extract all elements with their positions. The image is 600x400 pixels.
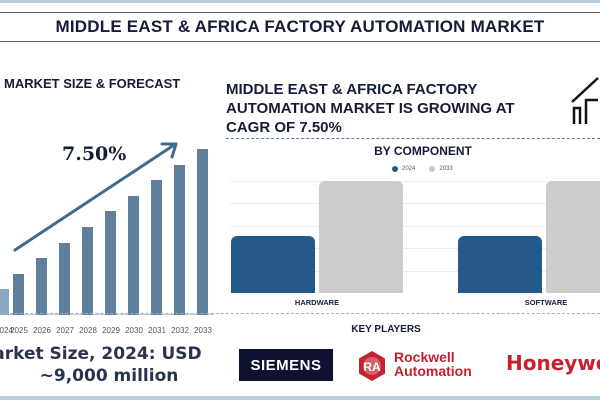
category-label-hardware: HARDWARE bbox=[294, 298, 340, 307]
growth-arrow-icon bbox=[13, 142, 178, 252]
bottom-accent-band bbox=[0, 396, 600, 400]
page-title: MIDDLE EAST & AFRICA FACTORY AUTOMATION … bbox=[55, 17, 545, 36]
divider-dashed bbox=[0, 313, 600, 314]
market-size-line1: Market Size, 2024: USD bbox=[0, 344, 202, 364]
top-accent-band bbox=[0, 0, 600, 3]
bar-2029 bbox=[105, 211, 116, 315]
legend-label: 2033 bbox=[439, 166, 453, 172]
legend-dot-icon bbox=[429, 166, 436, 172]
x-tick: 2024 bbox=[0, 326, 13, 335]
x-tick: 2028 bbox=[79, 326, 97, 335]
bar-hardware-2033 bbox=[319, 181, 403, 293]
gridline bbox=[230, 271, 600, 272]
x-tick: 2026 bbox=[33, 326, 51, 335]
x-tick: 2029 bbox=[102, 326, 120, 335]
market-forecast-chart: 2024 2025 2026 2027 2028 2029 2030 2031 … bbox=[0, 140, 215, 340]
market-size-summary: Market Size, 2024: USD ~9,000 million bbox=[0, 343, 218, 387]
component-chart-title: BY COMPONENT bbox=[374, 144, 472, 158]
legend-label: 2024 bbox=[402, 166, 416, 172]
bar-2028 bbox=[82, 227, 93, 315]
x-tick: 2025 bbox=[10, 326, 28, 335]
rockwell-logo-text: Rockwell Automation bbox=[394, 350, 472, 378]
component-legend: 2024 2033 bbox=[392, 166, 453, 172]
page-title-bar: MIDDLE EAST & AFRICA FACTORY AUTOMATION … bbox=[0, 12, 600, 42]
legend-dot-icon bbox=[392, 166, 398, 172]
siemens-logo-text: SIEMENS bbox=[250, 356, 322, 374]
gridline bbox=[230, 226, 600, 227]
bar-2030 bbox=[128, 196, 139, 315]
house-icon bbox=[571, 77, 599, 124]
key-players-title: KEY PLAYERS bbox=[351, 324, 421, 335]
bar-2027 bbox=[59, 243, 70, 315]
component-bar-chart bbox=[230, 181, 600, 293]
bar-hardware-2024 bbox=[231, 236, 315, 293]
bar-2031 bbox=[151, 180, 162, 315]
legend-item-2033: 2033 bbox=[429, 166, 453, 172]
bar-software-2024 bbox=[458, 236, 542, 293]
gridline bbox=[230, 203, 600, 204]
bar-2026 bbox=[36, 258, 47, 315]
divider-dashed bbox=[226, 138, 600, 139]
x-tick: 2033 bbox=[194, 326, 212, 335]
market-size-line2: ~9,000 million bbox=[39, 366, 179, 386]
x-tick: 2030 bbox=[125, 326, 143, 335]
bar-2033 bbox=[197, 149, 208, 315]
siemens-logo: SIEMENS bbox=[239, 349, 333, 381]
gridline bbox=[230, 248, 600, 249]
cagr-headline: MIDDLE EAST & AFRICA FACTORY AUTOMATION … bbox=[226, 81, 515, 136]
x-tick: 2027 bbox=[56, 326, 74, 335]
gridline bbox=[230, 181, 600, 182]
svg-text:RA: RA bbox=[363, 360, 381, 374]
rockwell-badge-icon: RA bbox=[359, 351, 385, 381]
market-size-heading: MARKET SIZE & FORECAST bbox=[4, 76, 181, 91]
bar-software-2033 bbox=[546, 181, 600, 293]
rockwell-line1: Rockwell bbox=[394, 349, 455, 365]
bar-2032 bbox=[174, 165, 185, 315]
bar-2025 bbox=[13, 274, 24, 315]
cagr-annotation: 7.50% bbox=[62, 143, 127, 165]
legend-item-2024: 2024 bbox=[392, 166, 415, 172]
bar-2024 bbox=[0, 289, 9, 315]
honeywell-logo: Honeywell bbox=[506, 351, 600, 375]
x-tick: 2031 bbox=[148, 326, 166, 335]
x-tick: 2032 bbox=[171, 326, 189, 335]
category-label-software: SOFTWARE bbox=[524, 298, 568, 307]
rockwell-line2: Automation bbox=[394, 363, 472, 379]
